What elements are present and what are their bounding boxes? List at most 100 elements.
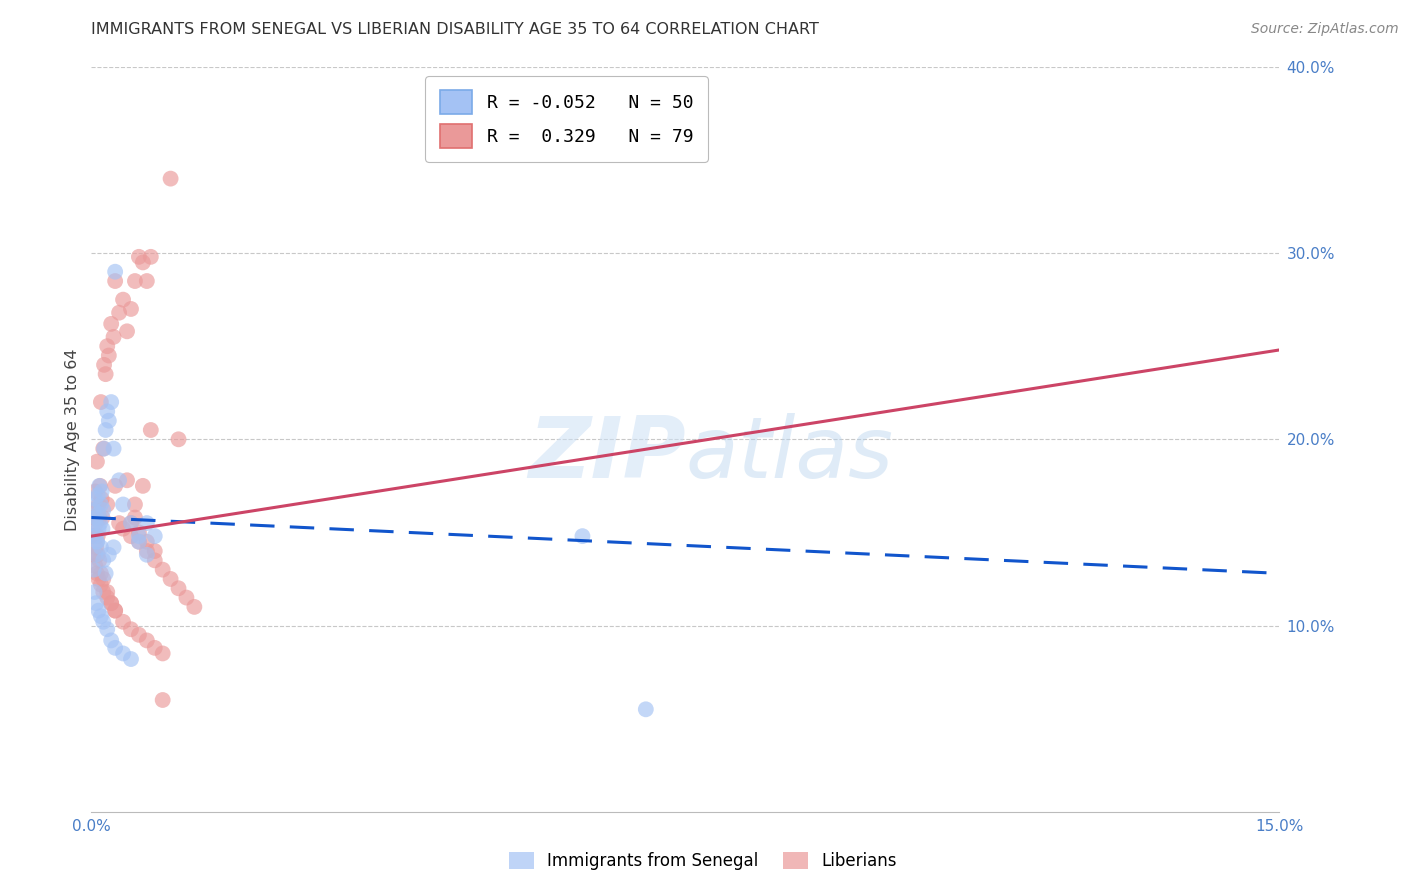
Legend: Immigrants from Senegal, Liberians: Immigrants from Senegal, Liberians [502,845,904,877]
Point [83,503,105,517]
Point [143,553,166,567]
Point [84,510,107,524]
Point [115,473,138,487]
Point [89,479,111,493]
Point [86,534,108,549]
Point [91,585,114,599]
Point [100,317,122,331]
Point [84,558,107,573]
Point [120,516,142,530]
Point [87,522,110,536]
Point [104,640,127,655]
Point [86,566,108,581]
Point [571,529,593,543]
Point [96,591,118,605]
Point [135,544,157,558]
Point [93,358,115,372]
Point [135,633,157,648]
Point [87,572,110,586]
Point [135,534,157,549]
Point [120,529,142,543]
Point [83,529,105,543]
Point [159,171,181,186]
Point [143,640,166,655]
Point [91,553,114,567]
Point [112,498,135,512]
Point [112,293,135,307]
Point [183,599,205,614]
Point [159,572,181,586]
Point [108,306,131,320]
Point [112,647,135,661]
Point [84,548,107,562]
Point [128,525,150,540]
Point [108,473,131,487]
Point [128,534,150,549]
Point [167,433,190,447]
Point [91,522,114,536]
Point [86,534,108,549]
Point [84,541,107,555]
Point [135,548,157,562]
Point [91,615,114,629]
Point [87,529,110,543]
Point [97,414,120,428]
Text: ZIP: ZIP [527,413,685,496]
Point [83,503,105,517]
Point [104,479,127,493]
Point [139,250,162,264]
Point [87,507,110,521]
Point [97,548,120,562]
Point [90,609,112,624]
Point [100,395,122,409]
Point [87,498,110,512]
Point [104,604,127,618]
Point [84,516,107,530]
Point [139,423,162,437]
Point [112,615,135,629]
Point [84,491,107,506]
Point [87,488,110,502]
Point [135,274,157,288]
Point [96,404,118,418]
Point [93,442,115,456]
Point [91,442,114,456]
Point [83,585,105,599]
Point [124,274,146,288]
Point [124,510,146,524]
Point [84,596,107,610]
Point [112,522,135,536]
Point [94,423,117,437]
Point [90,541,112,555]
Point [91,510,114,524]
Point [97,349,120,363]
Point [90,566,112,581]
Point [634,702,657,716]
Point [91,503,114,517]
Point [83,563,105,577]
Point [94,367,117,381]
Point [120,301,142,316]
Y-axis label: Disability Age 35 to 64: Disability Age 35 to 64 [65,348,80,531]
Text: IMMIGRANTS FROM SENEGAL VS LIBERIAN DISABILITY AGE 35 TO 64 CORRELATION CHART: IMMIGRANTS FROM SENEGAL VS LIBERIAN DISA… [91,22,820,37]
Point [152,647,174,661]
Point [90,498,112,512]
Point [108,516,131,530]
Point [128,628,150,642]
Point [104,274,127,288]
Point [132,255,155,269]
Point [132,479,155,493]
Point [87,604,110,618]
Point [84,484,107,499]
Legend: R = -0.052   N = 50, R =  0.329   N = 79: R = -0.052 N = 50, R = 0.329 N = 79 [426,76,707,162]
Point [120,516,142,530]
Point [103,330,125,344]
Point [143,529,166,543]
Point [83,529,105,543]
Point [82,529,104,543]
Point [143,544,166,558]
Point [103,442,125,456]
Point [91,572,114,586]
Point [90,577,112,591]
Point [120,622,142,636]
